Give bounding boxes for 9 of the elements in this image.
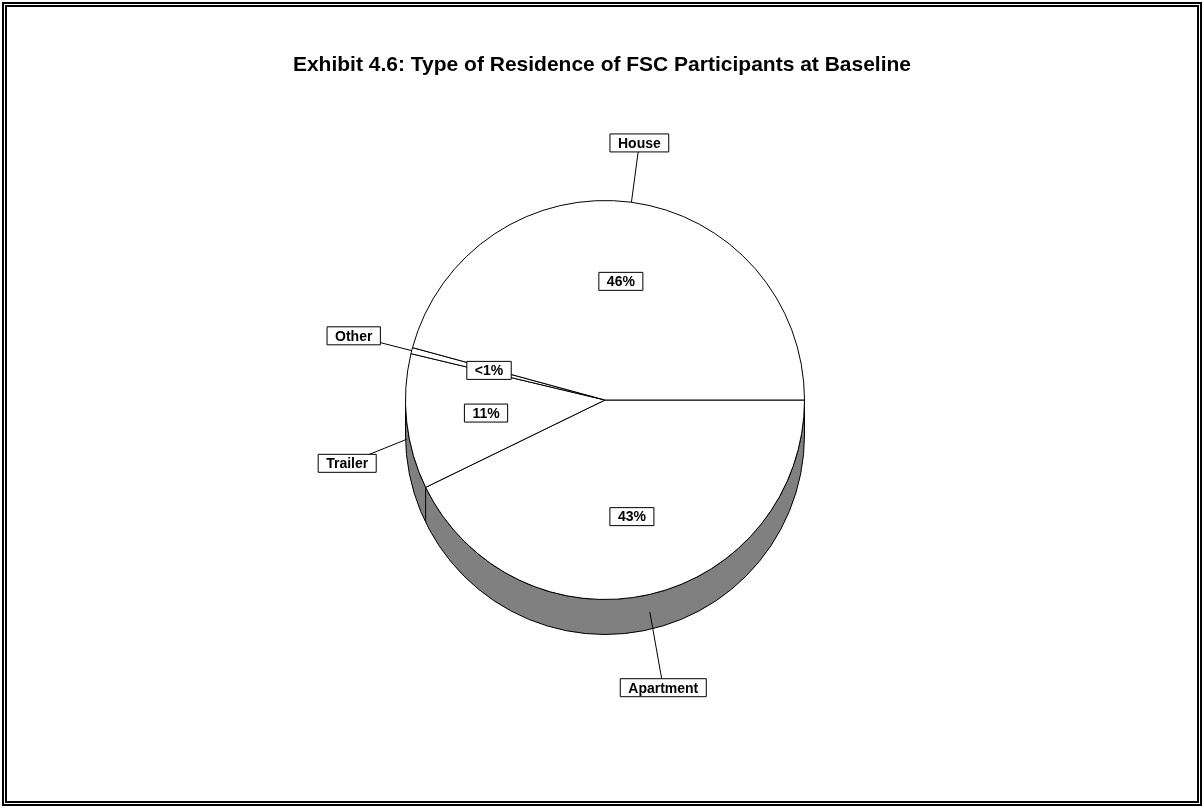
data-label: <1% xyxy=(474,362,504,379)
slice-label: House xyxy=(617,134,661,151)
chart-title: Exhibit 4.6: Type of Residence of FSC Participants at Baseline xyxy=(291,52,913,76)
data-label: 43% xyxy=(617,508,647,525)
slice-label: Trailer xyxy=(326,455,369,472)
slice-label: Apartment xyxy=(628,679,699,696)
data-label: 11% xyxy=(472,404,501,421)
slice-label: Other xyxy=(335,327,373,344)
data-label: 46% xyxy=(606,273,636,290)
